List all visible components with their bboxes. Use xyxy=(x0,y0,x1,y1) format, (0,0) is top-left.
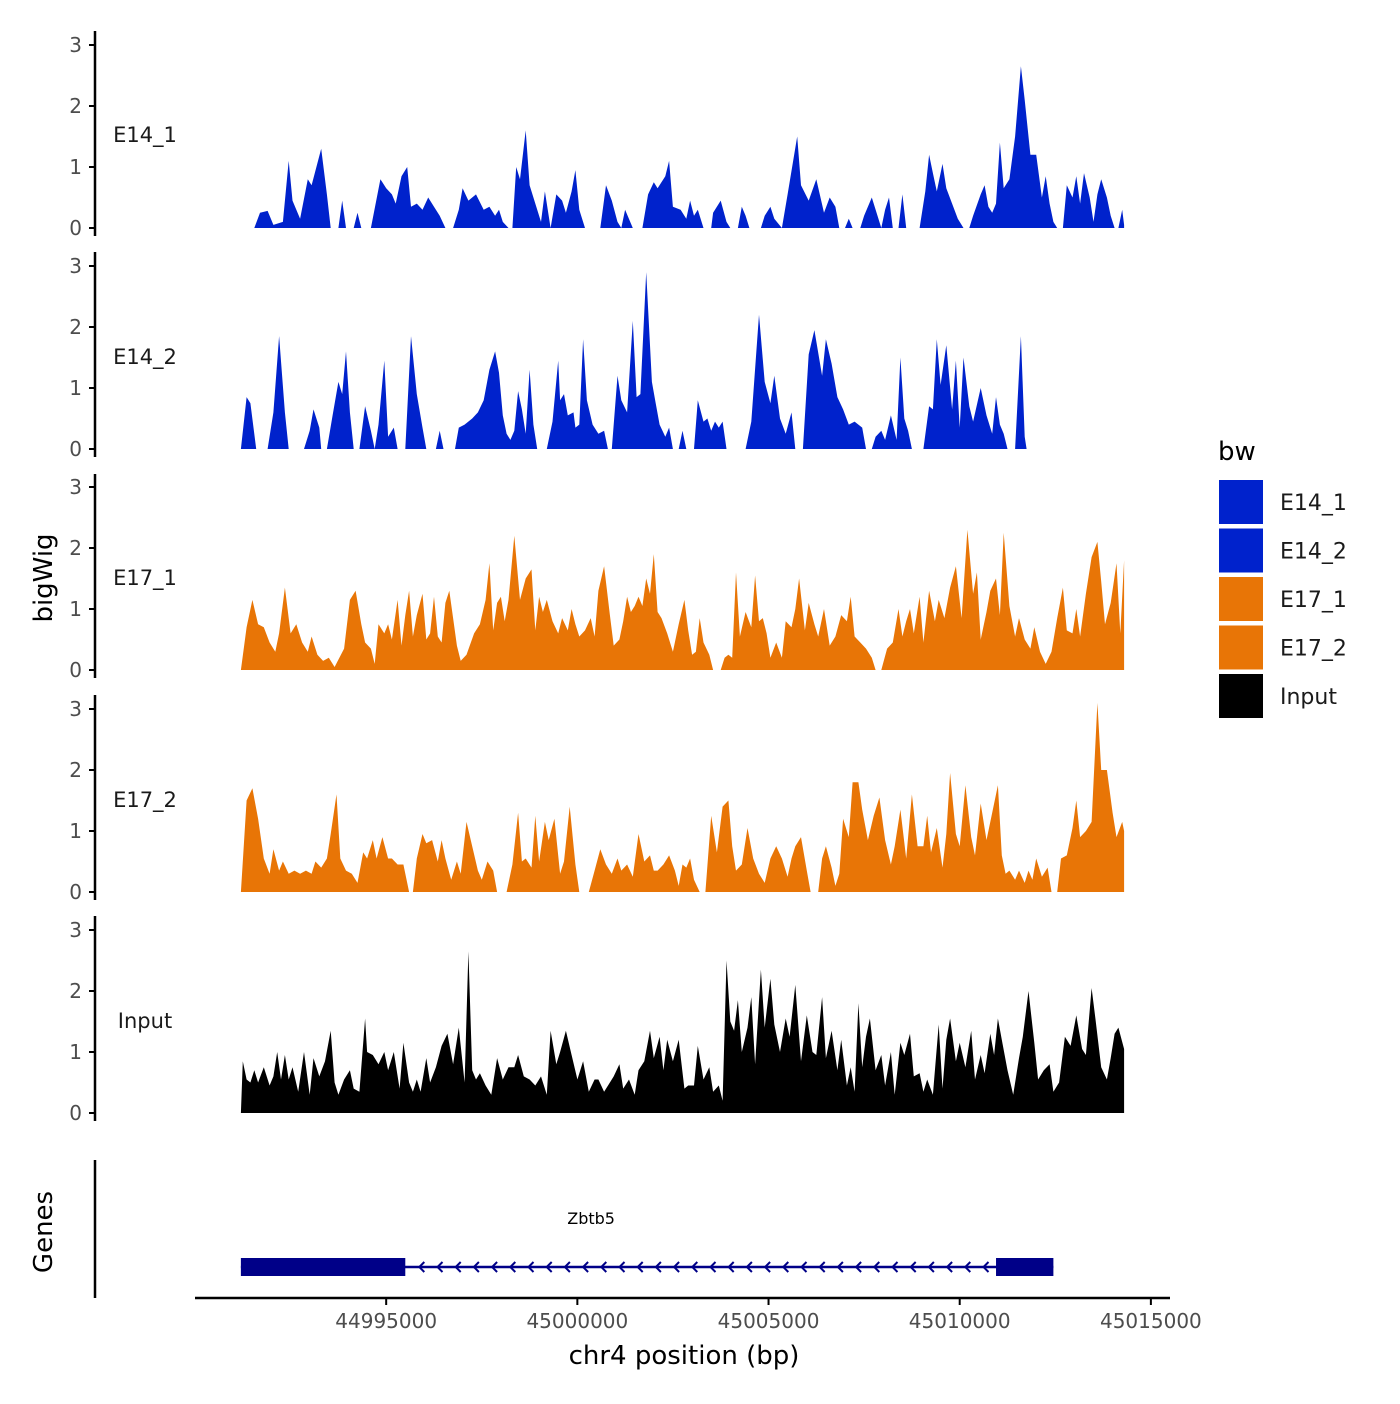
strand-arrow xyxy=(709,1261,717,1273)
signal-area-E14_1 xyxy=(240,66,1125,228)
x-tick-label: 45000000 xyxy=(526,1309,628,1333)
strand-arrow xyxy=(545,1261,553,1273)
legend-title: bw xyxy=(1218,437,1256,467)
y-tick-label: 3 xyxy=(69,918,82,942)
strand-arrow xyxy=(963,1261,972,1273)
x-axis-title: chr4 position (bp) xyxy=(569,1341,800,1371)
y-tick-label: 2 xyxy=(69,536,82,560)
signal-area-Input xyxy=(240,951,1125,1113)
y-tick-label: 2 xyxy=(69,758,82,782)
strand-arrow xyxy=(581,1261,589,1273)
strand-arrow xyxy=(490,1261,498,1273)
track-E17_1: 0 1 2 3 E17_1 xyxy=(69,474,1125,682)
track-label-E14_1: E14_1 xyxy=(113,123,177,148)
strand-arrow xyxy=(891,1261,899,1273)
strand-arrow xyxy=(909,1261,917,1273)
x-tick-label: 44995000 xyxy=(335,1309,437,1333)
gene-exon xyxy=(240,1258,406,1276)
y-tick-label: 0 xyxy=(69,658,82,682)
strand-arrow xyxy=(872,1261,881,1273)
signal-area-E17_1 xyxy=(240,505,1125,670)
x-axis: 44995000 45000000 45005000 45010000 45015000 xyxy=(195,1296,1202,1333)
y-tick-label: 1 xyxy=(69,155,82,179)
signal-area-E14_2 xyxy=(240,272,1027,449)
y-tick-label: 2 xyxy=(69,94,82,118)
track-E17_2: 0 1 2 3 E17_2 xyxy=(69,695,1125,904)
strand-arrow xyxy=(527,1261,535,1273)
strand-arrow xyxy=(945,1261,953,1273)
y-tick-label: 2 xyxy=(69,315,82,339)
genes-axis-title: Genes xyxy=(29,1191,59,1273)
y-tick-label: 0 xyxy=(69,437,82,461)
strand-arrow xyxy=(982,1261,990,1273)
strand-arrow xyxy=(690,1261,699,1273)
strand-arrow xyxy=(599,1261,608,1273)
x-tick-label: 45005000 xyxy=(718,1309,820,1333)
track-Input: 0 1 2 3 Input xyxy=(69,916,1125,1125)
legend-swatch-E14_1 xyxy=(1219,480,1263,524)
strand-arrow xyxy=(508,1261,517,1273)
signal-tracks: 0 1 2 3 E14_1 0 1 2 3 E14_2 0 1 2 3 E17_1 0 1 2 3 E17_2 0 1 2 3… xyxy=(69,31,1125,1125)
track-label-E14_2: E14_2 xyxy=(113,345,177,370)
genes-panel: Zbtb5 xyxy=(93,1160,1054,1298)
strand-arrow xyxy=(745,1261,753,1273)
legend-swatch-E17_2 xyxy=(1219,625,1263,670)
strand-arrow xyxy=(927,1261,935,1273)
y-tick-label: 3 xyxy=(69,254,82,278)
y-tick-label: 0 xyxy=(69,1101,82,1125)
strand-arrow xyxy=(672,1261,680,1273)
strand-arrow xyxy=(800,1261,808,1273)
strand-arrow xyxy=(763,1261,771,1273)
legend-label-Input: Input xyxy=(1280,685,1337,710)
y-tick-label: 2 xyxy=(69,979,82,1003)
strand-arrow xyxy=(454,1261,462,1273)
strand-arrow xyxy=(654,1261,662,1273)
strand-arrow xyxy=(472,1261,480,1273)
x-tick-label: 45015000 xyxy=(1100,1309,1202,1333)
strand-arrow xyxy=(417,1261,426,1273)
track-E14_1: 0 1 2 3 E14_1 xyxy=(69,31,1125,240)
y-tick-label: 1 xyxy=(69,376,82,400)
strand-arrow xyxy=(854,1261,862,1273)
legend: bw E14_1 E14_2 E17_1 E17_2 Input xyxy=(1218,437,1347,718)
y-tick-label: 3 xyxy=(69,697,82,721)
legend-swatch-E17_1 xyxy=(1219,577,1263,621)
track-label-E17_1: E17_1 xyxy=(113,566,177,591)
x-tick-label: 45010000 xyxy=(909,1309,1011,1333)
legend-swatch-E14_2 xyxy=(1219,528,1263,573)
y-tick-label: 1 xyxy=(69,1040,82,1064)
track-label-E17_2: E17_2 xyxy=(113,788,177,813)
strand-arrow xyxy=(563,1261,571,1273)
strand-arrow xyxy=(618,1261,626,1273)
y-axis-title: bigWig xyxy=(29,533,59,622)
gene-name-label: Zbtb5 xyxy=(567,1209,615,1228)
gene-exon xyxy=(996,1258,1054,1276)
strand-arrow xyxy=(436,1261,444,1273)
legend-label-E17_1: E17_1 xyxy=(1280,588,1347,613)
y-tick-label: 3 xyxy=(69,475,82,499)
track-E14_2: 0 1 2 3 E14_2 xyxy=(69,252,1027,461)
strand-arrow xyxy=(781,1261,790,1273)
legend-label-E17_2: E17_2 xyxy=(1280,637,1347,662)
y-tick-label: 0 xyxy=(69,880,82,904)
signal-area-E17_2 xyxy=(240,702,1125,892)
y-tick-label: 1 xyxy=(69,819,82,843)
legend-label-E14_1: E14_1 xyxy=(1280,491,1347,516)
strand-arrow xyxy=(836,1261,844,1273)
y-tick-label: 1 xyxy=(69,597,82,621)
y-tick-label: 3 xyxy=(69,33,82,57)
strand-arrow xyxy=(818,1261,826,1273)
strand-arrow xyxy=(727,1261,735,1273)
track-label-Input: Input xyxy=(118,1009,172,1033)
legend-swatch-Input xyxy=(1219,674,1263,718)
legend-label-E14_2: E14_2 xyxy=(1280,540,1347,565)
y-tick-label: 0 xyxy=(69,216,82,240)
strand-arrow xyxy=(636,1261,644,1273)
